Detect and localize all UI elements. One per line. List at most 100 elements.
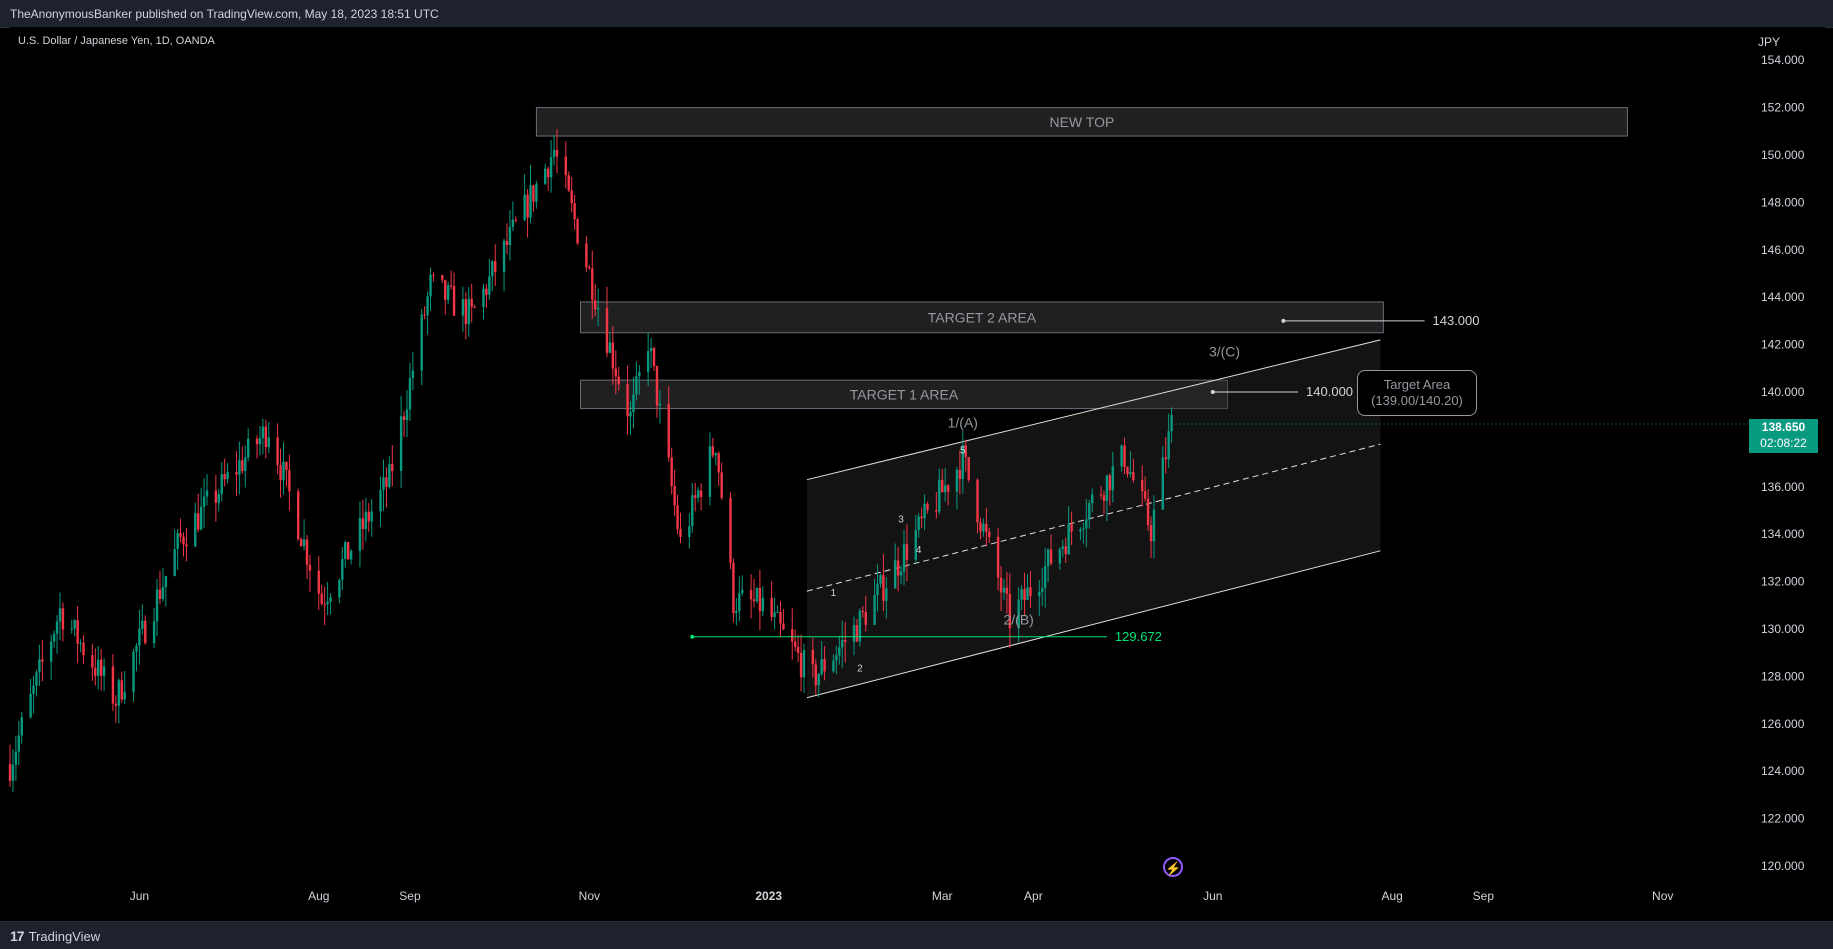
candle-body <box>70 628 73 630</box>
candle-body <box>52 633 56 642</box>
x-tick-label: Mar <box>932 889 953 903</box>
candle-body <box>820 659 823 675</box>
candle-body <box>444 280 447 300</box>
wave-label: 4 <box>916 545 922 556</box>
candle-body <box>244 457 247 471</box>
candle-body <box>285 461 288 471</box>
candle-body <box>8 764 12 781</box>
candle-body <box>288 470 291 492</box>
level-handle <box>690 634 695 639</box>
x-tick-label: Apr <box>1024 889 1043 903</box>
candle-body <box>364 511 368 530</box>
candle-body <box>429 274 432 297</box>
candle-body <box>1061 546 1064 549</box>
y-tick-label: 120.000 <box>1761 859 1805 873</box>
candle-body <box>73 620 76 629</box>
candle-body <box>855 625 859 642</box>
candle-body <box>1099 494 1103 496</box>
callout-range: (139.00/140.20) <box>1371 393 1463 408</box>
candle-body <box>896 560 900 576</box>
tradingview-brand[interactable]: 17 TradingView <box>10 928 100 944</box>
candle-body <box>91 655 94 668</box>
candle-body <box>552 149 556 158</box>
candle-body <box>214 490 218 503</box>
candle-body <box>1008 593 1012 629</box>
candle-body <box>546 168 550 178</box>
candle-body <box>920 516 923 519</box>
candle-body <box>473 306 476 308</box>
candle-body <box>635 376 638 395</box>
candle-body <box>694 495 697 498</box>
candle-body <box>585 243 588 268</box>
candle-body <box>308 564 312 571</box>
wave-label: 1 <box>831 588 837 599</box>
candle-body <box>1029 587 1032 597</box>
candle-body <box>1079 529 1082 532</box>
candle-body <box>367 511 370 522</box>
candle-body <box>296 491 300 540</box>
candle-body <box>835 655 838 661</box>
candle-body <box>573 203 576 220</box>
y-tick-label: 144.000 <box>1761 290 1805 304</box>
candle-body <box>1108 475 1112 491</box>
y-tick-label: 152.000 <box>1761 101 1805 115</box>
candle-body <box>491 261 494 277</box>
candle-body <box>488 276 491 295</box>
candle-body <box>711 446 715 456</box>
target-area-callout[interactable]: Target Area (139.00/140.20) <box>1357 370 1477 416</box>
candle-body <box>452 285 456 316</box>
candle-body <box>679 529 682 537</box>
candle-body <box>302 539 306 547</box>
zone-label: TARGET 2 AREA <box>928 309 1037 325</box>
candle-body <box>999 577 1003 593</box>
candle-body <box>943 485 947 493</box>
chart-area[interactable] <box>10 27 1825 921</box>
wave-label: 1/(A) <box>948 415 978 431</box>
candle-body <box>696 490 700 498</box>
candle-body <box>646 351 650 372</box>
candle-body <box>1105 475 1109 502</box>
wave-label: 5 <box>960 446 966 457</box>
candle-body <box>658 403 662 406</box>
candle-body <box>329 597 332 602</box>
candle-body <box>97 659 100 676</box>
candle-body <box>461 299 465 316</box>
candle-body <box>29 693 32 718</box>
candle-body <box>205 490 209 497</box>
candle-body <box>793 641 797 647</box>
candle-body <box>532 185 535 202</box>
candle-body <box>670 457 673 487</box>
candle-body <box>161 587 165 599</box>
lightning-icon[interactable]: ⚡ <box>1163 857 1183 877</box>
candle-body <box>608 342 612 353</box>
candle-body <box>832 660 835 672</box>
x-tick-label: 2023 <box>755 889 782 903</box>
y-tick-label: 140.000 <box>1761 385 1805 399</box>
candle-body <box>1170 415 1173 432</box>
candle-body <box>197 513 200 530</box>
candle-body <box>14 751 18 765</box>
candle-body <box>38 659 41 673</box>
candle-body <box>279 465 282 481</box>
candle-body <box>1149 525 1153 542</box>
candle-body <box>485 288 488 295</box>
candle-body <box>1064 546 1067 555</box>
candle-body <box>217 494 220 503</box>
candle-body <box>749 589 753 600</box>
candle-body <box>885 588 888 601</box>
y-tick-label: 126.000 <box>1761 717 1805 731</box>
candle-body <box>741 589 744 594</box>
candle-body <box>838 647 841 656</box>
level-label: 140.000 <box>1306 384 1353 399</box>
candle-body <box>35 672 38 686</box>
candle-body <box>1164 457 1167 460</box>
candle-body <box>549 157 553 178</box>
wave-label: 2 <box>857 664 863 675</box>
candle-body <box>617 376 620 385</box>
candle-body <box>823 659 826 672</box>
x-tick-label: Nov <box>1652 889 1673 903</box>
candle-body <box>411 370 415 379</box>
candle-body <box>511 219 515 227</box>
candle-body <box>346 542 350 560</box>
